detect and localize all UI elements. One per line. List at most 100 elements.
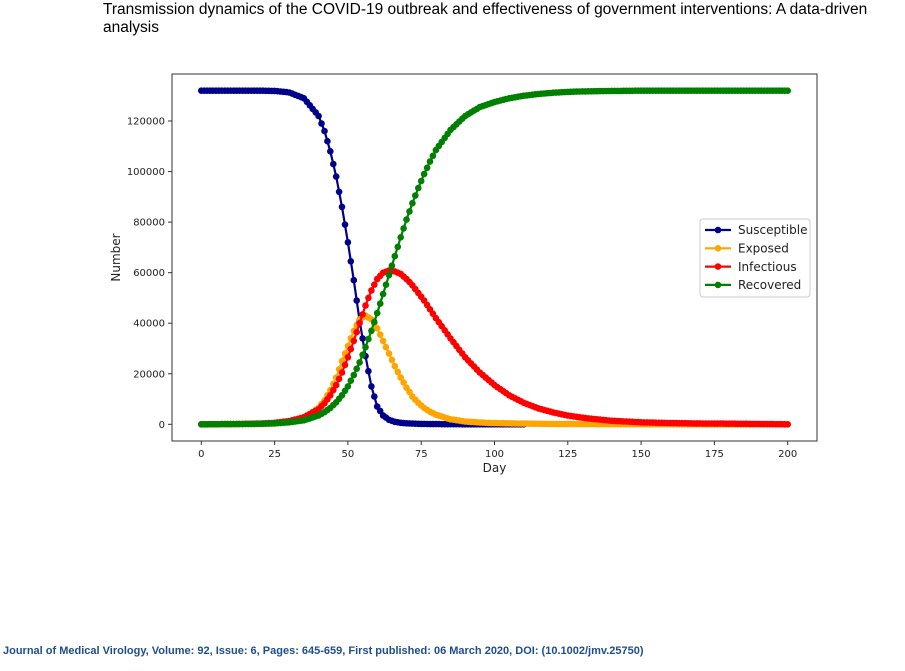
data-point-recovered xyxy=(344,383,352,390)
data-point-susceptible xyxy=(327,148,334,155)
y-tick-label: 40000 xyxy=(133,319,165,330)
data-point-recovered xyxy=(373,309,381,317)
data-point-infectious xyxy=(356,319,363,327)
data-point-recovered xyxy=(397,234,405,241)
x-tick-label: 100 xyxy=(485,449,504,460)
legend-marker-susceptible xyxy=(714,226,722,234)
data-point-recovered xyxy=(379,290,387,298)
data-point-exposed xyxy=(385,350,393,357)
data-point-infectious xyxy=(365,294,372,302)
data-point-infectious xyxy=(350,337,358,345)
legend-box xyxy=(699,218,811,298)
data-point-recovered xyxy=(362,343,369,351)
x-tick-label: 75 xyxy=(415,449,428,460)
x-tick-label: 50 xyxy=(342,449,355,460)
data-point-susceptible xyxy=(353,297,361,304)
data-point-infectious xyxy=(330,386,337,394)
data-point-exposed xyxy=(373,325,381,332)
data-point-exposed xyxy=(397,374,405,381)
data-point-infectious xyxy=(368,287,375,294)
data-point-susceptible xyxy=(368,383,375,390)
data-point-recovered xyxy=(417,177,425,185)
data-point-recovered xyxy=(382,281,390,289)
data-point-susceptible xyxy=(359,335,366,342)
legend-marker-infectious xyxy=(714,263,722,270)
data-point-susceptible xyxy=(371,393,378,400)
x-tick-label: 0 xyxy=(198,449,204,460)
data-point-susceptible xyxy=(315,112,322,120)
series-recovered xyxy=(198,87,791,428)
data-point-recovered xyxy=(368,327,375,335)
y-tick-label: 120000 xyxy=(127,117,165,128)
data-point-susceptible xyxy=(330,160,337,168)
data-point-recovered xyxy=(353,365,361,373)
data-point-infectious xyxy=(332,381,340,389)
data-point-recovered xyxy=(403,216,410,223)
data-point-recovered xyxy=(409,199,416,207)
data-point-susceptible xyxy=(335,188,343,196)
x-tick-label: 125 xyxy=(558,449,577,460)
data-point-infectious xyxy=(371,281,378,289)
y-tick-label: 60000 xyxy=(133,268,165,279)
data-point-exposed xyxy=(394,368,402,376)
data-point-susceptible xyxy=(324,137,331,145)
legend-marker-recovered xyxy=(714,281,722,289)
legend-label-exposed: Exposed xyxy=(738,242,789,256)
data-point-infectious xyxy=(362,302,369,309)
data-point-infectious xyxy=(327,392,334,399)
data-point-infectious xyxy=(347,345,355,353)
paper-title: Transmission dynamics of the COVID-19 ou… xyxy=(103,1,868,36)
data-point-susceptible xyxy=(341,221,349,228)
data-point-susceptible xyxy=(318,120,325,127)
x-axis-label: Day xyxy=(483,461,507,475)
data-point-recovered xyxy=(365,335,372,343)
data-point-infectious xyxy=(341,361,349,369)
data-point-recovered xyxy=(420,170,428,178)
y-tick-label: 100000 xyxy=(127,167,165,178)
data-point-recovered xyxy=(415,184,422,192)
data-point-recovered xyxy=(412,192,419,199)
data-point-infectious xyxy=(784,421,791,428)
data-point-susceptible xyxy=(344,239,352,246)
data-point-recovered xyxy=(406,208,413,215)
data-point-recovered xyxy=(356,359,363,366)
data-point-susceptible xyxy=(347,258,355,265)
data-point-recovered xyxy=(429,152,437,160)
data-point-infectious xyxy=(353,328,361,336)
data-point-exposed xyxy=(391,362,399,370)
data-point-recovered xyxy=(376,300,384,307)
data-point-recovered xyxy=(371,318,378,326)
data-point-recovered xyxy=(423,164,431,172)
data-point-recovered xyxy=(784,87,791,94)
data-point-recovered xyxy=(350,371,358,379)
data-point-recovered xyxy=(385,271,393,279)
data-point-susceptible xyxy=(365,367,372,375)
data-point-recovered xyxy=(347,377,355,385)
legend-marker-exposed xyxy=(714,245,722,252)
y-tick-label: 0 xyxy=(159,420,165,431)
data-point-recovered xyxy=(391,252,399,260)
legend: Susceptible Exposed Infectious Recovered xyxy=(699,218,811,298)
data-point-infectious xyxy=(338,369,346,376)
data-point-exposed xyxy=(388,356,396,364)
legend-label-infectious: Infectious xyxy=(738,260,797,274)
x-tick-label: 150 xyxy=(632,449,651,460)
citation: Journal of Medical Virology, Volume: 92,… xyxy=(3,645,644,657)
data-point-exposed xyxy=(379,337,387,345)
data-point-infectious xyxy=(344,354,352,361)
data-point-exposed xyxy=(376,331,384,338)
data-point-recovered xyxy=(359,351,366,359)
data-point-recovered xyxy=(394,243,402,251)
data-point-susceptible xyxy=(332,173,340,180)
data-point-recovered xyxy=(426,158,434,165)
y-axis-label: Number xyxy=(109,233,123,281)
data-point-recovered xyxy=(388,262,396,270)
data-point-infectious xyxy=(335,375,343,383)
data-point-infectious xyxy=(359,311,366,318)
y-tick-label: 80000 xyxy=(133,218,165,229)
legend-label-susceptible: Susceptible xyxy=(738,223,807,237)
data-point-exposed xyxy=(400,379,407,386)
x-tick-label: 200 xyxy=(778,449,797,460)
y-tick-label: 20000 xyxy=(133,369,165,380)
